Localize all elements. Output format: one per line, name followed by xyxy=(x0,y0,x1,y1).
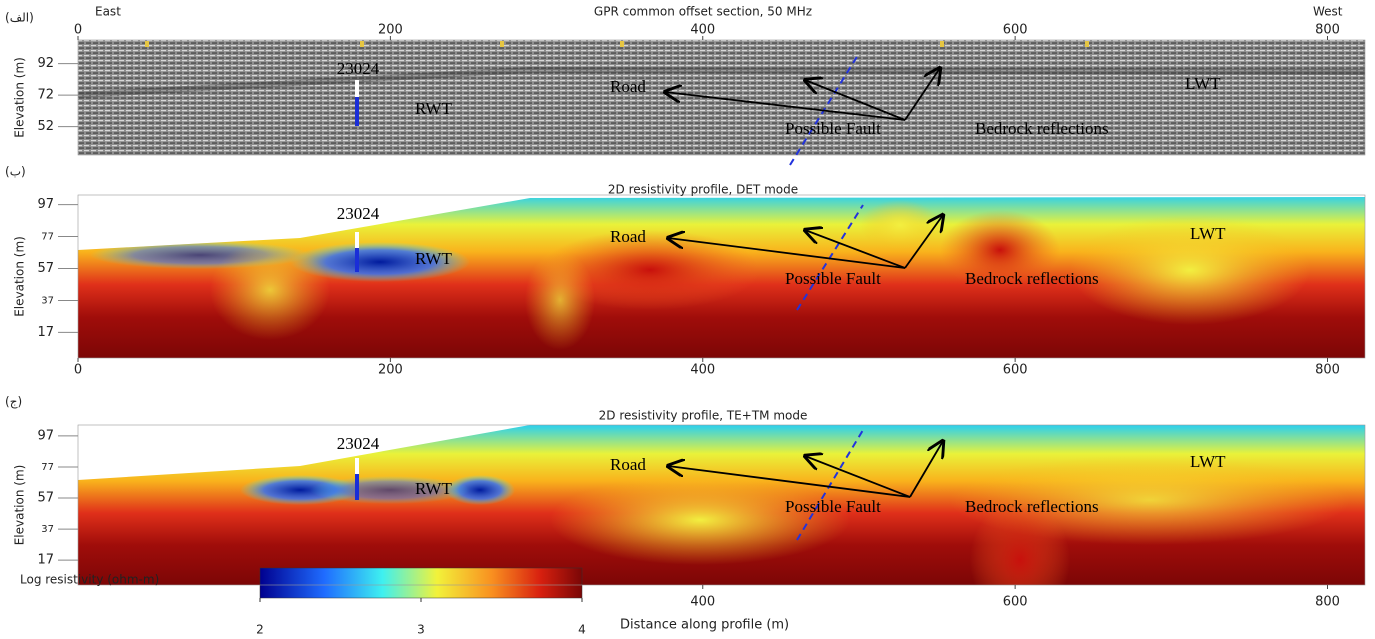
y-tick-label: 17 xyxy=(37,553,54,568)
x-tick-label: 600 xyxy=(1003,23,1028,38)
annotation: RWT xyxy=(415,99,452,118)
chart-title: 2D resistivity profile, TE+TM mode xyxy=(599,409,808,423)
annotation: Possible Fault xyxy=(785,269,881,288)
annotation: RWT xyxy=(415,479,452,498)
annotation: Possible Fault xyxy=(785,497,881,516)
y-axis-label: Elevation (m) xyxy=(13,236,27,317)
colorbar-label: Log resistivity (ohm-m) xyxy=(20,573,159,587)
y-axis-label: Elevation (m) xyxy=(13,57,27,138)
x-tick-label: 800 xyxy=(1315,23,1340,38)
chart-title: 2D resistivity profile, DET mode xyxy=(608,183,798,197)
annotation: 23024 xyxy=(337,434,380,453)
annotation: RWT xyxy=(415,249,452,268)
y-tick-label: 37 xyxy=(41,524,54,535)
y-tick-label: 77 xyxy=(41,462,54,473)
x-tick-label: 0 xyxy=(74,363,82,378)
x-tick-label: 400 xyxy=(690,595,715,610)
colorbar-tick-label: 3 xyxy=(417,623,425,637)
panel-label: (ب) xyxy=(5,165,26,179)
x-tick-label: 800 xyxy=(1315,595,1340,610)
y-tick-label: 37 xyxy=(41,295,54,306)
west-label: West xyxy=(1313,5,1343,19)
x-tick-label: 600 xyxy=(1003,595,1028,610)
y-tick-label: 57 xyxy=(37,491,54,506)
east-label: East xyxy=(95,5,121,19)
colorbar-tick-label: 4 xyxy=(578,623,586,637)
annotation: Bedrock reflections xyxy=(965,269,1099,288)
y-tick-label: 52 xyxy=(37,119,54,134)
x-tick-label: 800 xyxy=(1315,363,1340,378)
annotation: Road xyxy=(610,227,646,246)
y-tick-label: 57 xyxy=(37,261,54,276)
annotation: Road xyxy=(610,77,646,96)
annotation: Possible Fault xyxy=(785,119,881,138)
x-tick-label: 200 xyxy=(378,363,403,378)
y-tick-label: 17 xyxy=(37,325,54,340)
colorbar-tick-label: 2 xyxy=(256,623,264,637)
annotation: Bedrock reflections xyxy=(965,497,1099,516)
y-tick-label: 97 xyxy=(37,197,54,212)
panel-label: (الف) xyxy=(5,11,34,25)
x-tick-label: 400 xyxy=(690,23,715,38)
x-tick-label: 400 xyxy=(690,363,715,378)
annotation: 23024 xyxy=(337,59,380,78)
gpr-image xyxy=(78,40,1365,155)
x-tick-label: 600 xyxy=(1003,363,1028,378)
panel-label: (ج) xyxy=(5,395,22,409)
colorbar xyxy=(260,568,582,598)
annotation: LWT xyxy=(1190,224,1226,243)
annotation: 23024 xyxy=(337,204,380,223)
y-axis-label: Elevation (m) xyxy=(13,465,27,546)
annotation: Bedrock reflections xyxy=(975,119,1109,138)
y-tick-label: 97 xyxy=(37,428,54,443)
annotation: LWT xyxy=(1190,452,1226,471)
annotation: LWT xyxy=(1185,74,1221,93)
x-tick-label: 0 xyxy=(74,23,82,38)
annotation: Road xyxy=(610,455,646,474)
resistivity-image xyxy=(78,195,1365,358)
y-tick-label: 92 xyxy=(37,56,54,71)
x-tick-label: 200 xyxy=(378,23,403,38)
y-tick-label: 77 xyxy=(41,232,54,243)
x-axis-label: Distance along profile (m) xyxy=(620,618,789,633)
y-tick-label: 72 xyxy=(37,88,54,103)
figure: (الف) GPR common offset section, 50 MHz Ea… xyxy=(0,0,1375,639)
chart-title: GPR common offset section, 50 MHz xyxy=(594,5,812,19)
